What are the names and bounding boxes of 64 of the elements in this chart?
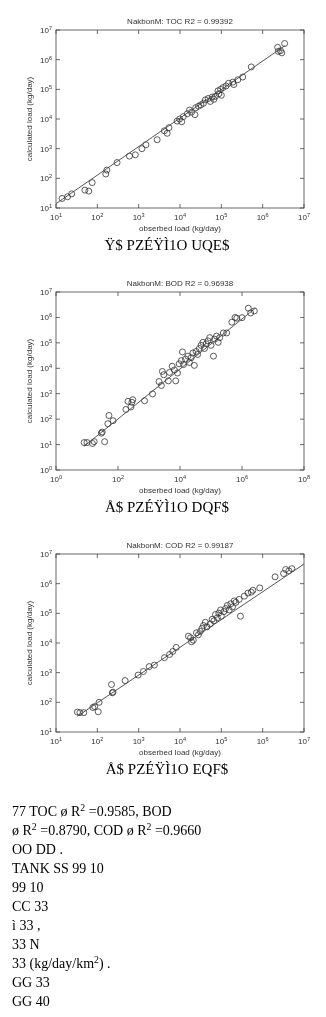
y-tick-label: 10$^{3}$ xyxy=(39,143,52,154)
y-tick-label: 10$^{1}$ xyxy=(39,439,52,450)
x-tick-label: 10$^{6}$ xyxy=(256,212,269,222)
text: 99 10 xyxy=(12,880,44,895)
text: ì 33 , xyxy=(12,918,41,933)
y-tick-label: 10$^{2}$ xyxy=(39,414,52,425)
y-tick-label: 10$^{5}$ xyxy=(39,608,52,619)
y-tick-label: 10$^{2}$ xyxy=(39,173,52,184)
y-tick-label: 10$^{1}$ xyxy=(39,727,52,737)
y-axis-title: calculated load (kg/day) xyxy=(25,76,34,162)
text: Ÿ$ PZÉŸÌ1O UQE$ xyxy=(104,237,230,253)
chart-title: NakbonM: BOD R2 = 0.96938 xyxy=(126,279,234,288)
x-tick-label: 10$^{6}$ xyxy=(235,474,249,484)
y-tick-label: 10$^{0}$ xyxy=(39,465,52,475)
text: TANK SS 99 10 xyxy=(12,861,104,876)
x-tick-label: 10$^{4}$ xyxy=(173,474,187,484)
y-tick-label: 10$^{2}$ xyxy=(39,697,52,708)
y-tick-label: 10$^{4}$ xyxy=(39,638,52,648)
text: Å$ PZÉŸÌ1O DQF$ xyxy=(104,499,230,515)
text: CC 33 xyxy=(12,899,49,914)
x-tick-label: 10$^{7}$ xyxy=(297,212,311,222)
y-tick-label: 10$^{7}$ xyxy=(39,287,52,297)
y-tick-label: 10$^{4}$ xyxy=(39,363,52,374)
text: Å$ PZÉŸÌ1O EQF$ xyxy=(105,761,229,777)
x-tick-label: 10$^{5}$ xyxy=(215,212,228,222)
x-tick-label: 10$^{4}$ xyxy=(173,212,187,222)
y-tick-label: 10$^{3}$ xyxy=(39,667,52,678)
y-tick-label: 10$^{5}$ xyxy=(39,337,52,348)
y-axis-title: calculated load (kg/day) xyxy=(25,600,34,686)
y-tick-label: 10$^{6}$ xyxy=(39,54,52,65)
text: 33 N xyxy=(12,937,40,952)
x-tick-label: 10$^{3}$ xyxy=(132,212,145,222)
x-axis-title: obserbed load (kg/day) xyxy=(139,748,222,757)
x-tick-label: 10$^{1}$ xyxy=(49,736,63,746)
y-tick-label: 10$^{6}$ xyxy=(39,312,52,323)
chart-title: NakbonM: TOC R2 = 0.99392 xyxy=(127,17,234,26)
text: GG 40 xyxy=(12,994,50,1009)
y-tick-label: 10$^{4}$ xyxy=(39,114,52,124)
text: 77 TOC ø R$^{2}$ =0.9585, BOD xyxy=(12,801,172,819)
y-tick-label: 10$^{6}$ xyxy=(39,578,52,589)
text: OO DD . xyxy=(12,842,63,857)
y-tick-label: 10$^{1}$ xyxy=(39,203,52,213)
x-axis-title: obserbed load (kg/day) xyxy=(139,486,222,495)
y-tick-label: 10$^{7}$ xyxy=(39,549,52,559)
text: ø R$^{2}$ =0.8790, COD ø R$^{2}$ =0.9660 xyxy=(12,820,202,838)
text: 33 (kg/day/km$^{2}$) . xyxy=(12,953,111,972)
x-tick-label: 10$^{8}$ xyxy=(297,474,311,484)
x-tick-label: 10$^{7}$ xyxy=(297,736,311,746)
x-tick-label: 10$^{1}$ xyxy=(49,212,63,222)
y-axis-title: calculated load (kg/day) xyxy=(25,338,34,424)
x-tick-label: 10$^{3}$ xyxy=(132,736,145,746)
x-tick-label: 10$^{4}$ xyxy=(173,736,187,746)
x-tick-label: 10$^{2}$ xyxy=(111,474,125,484)
y-tick-label: 10$^{5}$ xyxy=(39,84,52,95)
x-tick-label: 10$^{6}$ xyxy=(256,736,269,746)
text: GG 33 xyxy=(12,975,50,990)
x-tick-label: 10$^{0}$ xyxy=(49,474,63,484)
x-tick-label: 10$^{5}$ xyxy=(215,736,228,746)
x-tick-label: 10$^{2}$ xyxy=(91,212,104,222)
y-tick-label: 10$^{7}$ xyxy=(39,25,52,35)
chart-title: NakbonM: COD R2 = 0.99187 xyxy=(126,541,235,550)
y-tick-label: 10$^{3}$ xyxy=(39,388,52,399)
x-axis-title: obserbed load (kg/day) xyxy=(139,224,222,233)
x-tick-label: 10$^{2}$ xyxy=(91,736,104,746)
